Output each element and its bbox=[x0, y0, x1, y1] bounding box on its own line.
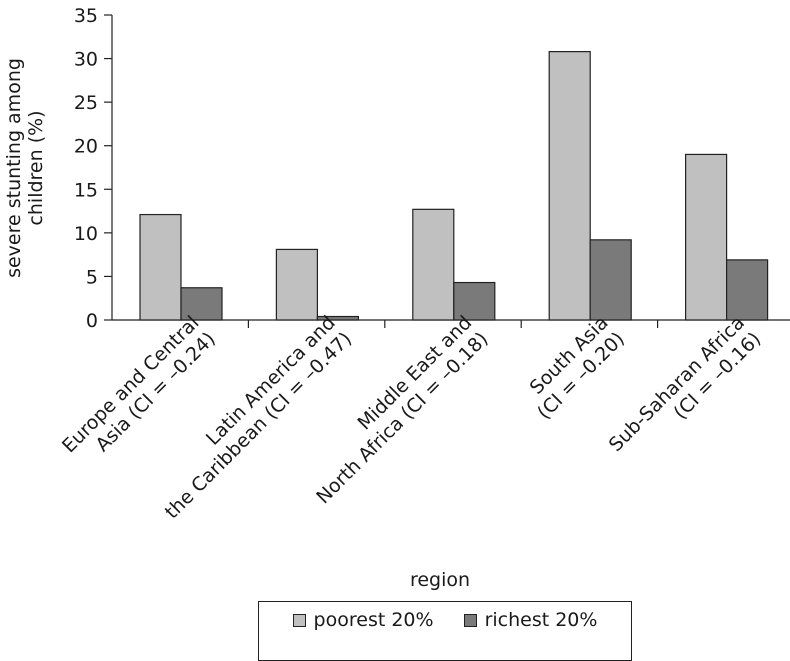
y-axis-label-line-2: children (%) bbox=[25, 110, 47, 225]
legend-item-richest: richest 20% bbox=[463, 609, 598, 631]
bar-richest bbox=[180, 287, 223, 321]
x-tick-label: South Asia(CI = –0.20) bbox=[526, 312, 629, 424]
y-tick-label: 10 bbox=[74, 223, 98, 245]
bar-poorest bbox=[275, 248, 318, 321]
bar-richest bbox=[453, 281, 496, 321]
legend-label-richest: richest 20% bbox=[484, 609, 598, 631]
bar-poorest bbox=[139, 213, 182, 321]
x-tick-label: Sub-Saharan Africa(CI = –0.16) bbox=[605, 312, 766, 456]
bar-poorest bbox=[412, 208, 455, 321]
x-tick-label-line: Latin America and bbox=[202, 312, 340, 450]
legend: poorest 20% richest 20% bbox=[258, 601, 632, 661]
x-tick-label-line: Europe and Central bbox=[58, 312, 204, 458]
y-tick-label: 25 bbox=[74, 92, 98, 114]
bars bbox=[139, 50, 769, 321]
x-axis-label: region bbox=[410, 569, 470, 591]
y-tick-label: 5 bbox=[86, 266, 98, 288]
y-tick-label: 15 bbox=[74, 179, 98, 201]
y-tick-label: 0 bbox=[86, 310, 98, 332]
bar-richest bbox=[589, 239, 632, 321]
y-tick-label: 20 bbox=[74, 136, 98, 158]
legend-item-poorest: poorest 20% bbox=[292, 609, 434, 631]
legend-label-poorest: poorest 20% bbox=[313, 609, 434, 631]
legend-swatch-richest bbox=[463, 613, 477, 627]
bar-richest bbox=[316, 315, 359, 321]
y-axis-label: severe stunting among bbox=[3, 58, 25, 278]
x-tick-label-line: Sub-Saharan Africa bbox=[605, 312, 749, 456]
bar-poorest bbox=[548, 50, 591, 321]
y-tick-label: 30 bbox=[74, 49, 98, 71]
bar-richest bbox=[725, 259, 769, 321]
legend-swatch-poorest bbox=[292, 613, 306, 627]
y-tick-label: 35 bbox=[74, 5, 98, 27]
bar-poorest bbox=[684, 153, 728, 321]
axes: 0 5 10 15 20 25 30 35 bbox=[74, 5, 790, 332]
